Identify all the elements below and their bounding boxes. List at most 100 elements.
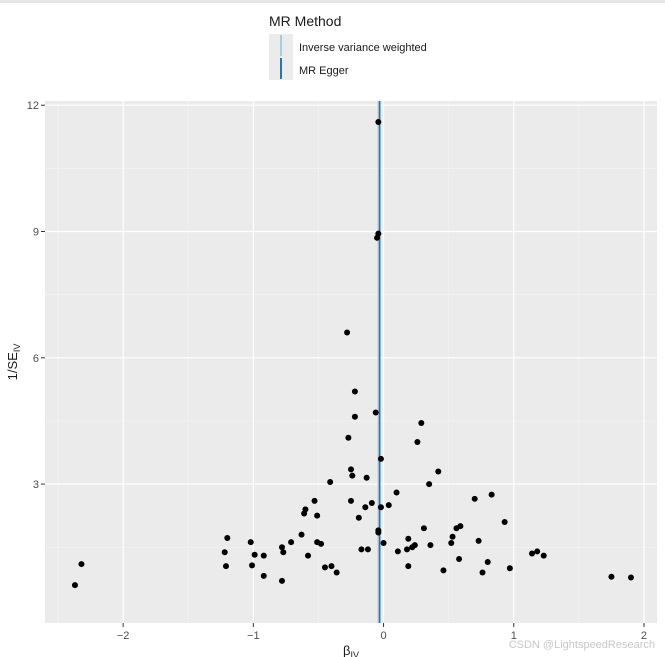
legend-label-ivw: Inverse variance weighted xyxy=(299,42,427,54)
data-point xyxy=(348,497,354,504)
y-axis-title-main: 1/SE xyxy=(5,352,20,381)
y-tick-label: 12 xyxy=(27,100,39,112)
data-point xyxy=(377,504,384,511)
data-point xyxy=(314,512,321,519)
legend-label-egger: MR Egger xyxy=(299,65,349,77)
data-point xyxy=(349,472,356,479)
x-tick-label: −2 xyxy=(117,630,130,642)
data-point xyxy=(377,455,384,462)
data-point xyxy=(280,549,287,556)
data-point xyxy=(608,573,615,580)
data-point xyxy=(374,234,381,241)
data-point xyxy=(403,546,410,553)
data-point xyxy=(448,540,455,547)
data-point xyxy=(260,572,267,579)
data-point xyxy=(426,481,433,488)
data-point xyxy=(449,533,456,540)
data-point xyxy=(348,466,354,473)
data-points xyxy=(71,119,634,589)
data-point xyxy=(420,525,427,532)
data-point xyxy=(375,529,382,536)
data-point xyxy=(385,502,392,509)
y-axis-ticks: 3 6 9 12 xyxy=(27,100,45,491)
legend-title: MR Method xyxy=(269,13,341,29)
data-point xyxy=(311,497,318,504)
x-tick-label: 1 xyxy=(511,630,517,642)
data-point xyxy=(251,551,258,558)
y-axis-title-sub: IV xyxy=(12,344,22,353)
x-axis-title: βIV xyxy=(343,643,359,657)
data-point xyxy=(393,489,400,496)
data-point xyxy=(380,540,387,547)
data-point xyxy=(355,514,362,521)
data-point xyxy=(247,539,254,546)
top-divider xyxy=(0,0,665,3)
y-tick-label: 6 xyxy=(33,353,39,365)
data-point xyxy=(414,438,421,445)
data-point xyxy=(298,531,305,538)
data-point xyxy=(305,552,312,559)
grid-lines xyxy=(45,101,657,623)
data-point xyxy=(302,506,309,513)
data-point xyxy=(345,434,352,441)
data-point xyxy=(364,546,371,553)
data-point xyxy=(440,567,447,574)
data-point xyxy=(501,518,508,525)
data-point xyxy=(78,561,85,568)
data-point xyxy=(328,563,335,570)
data-point xyxy=(394,548,401,555)
data-point xyxy=(327,478,334,485)
data-point xyxy=(71,582,78,589)
data-point xyxy=(427,542,434,549)
data-point xyxy=(405,535,412,542)
data-point xyxy=(362,504,369,511)
data-point xyxy=(457,523,464,530)
legend: MR Method Inverse variance weighted MR E… xyxy=(269,13,427,80)
data-point xyxy=(351,413,358,420)
data-point xyxy=(456,556,463,563)
data-point xyxy=(375,119,382,126)
data-point xyxy=(278,544,285,551)
x-tick-label: 2 xyxy=(641,630,647,642)
y-axis-title: 1/SEIV xyxy=(5,344,22,381)
data-point xyxy=(488,491,495,498)
data-point xyxy=(344,329,351,336)
x-axis-title-main: β xyxy=(343,643,350,657)
data-point xyxy=(405,563,412,570)
method-lines xyxy=(377,101,381,623)
x-tick-label: −1 xyxy=(247,630,260,642)
data-point xyxy=(479,569,486,576)
watermark: CSDN @LightspeedResearch xyxy=(509,639,655,651)
data-point xyxy=(333,569,340,576)
data-point xyxy=(288,539,295,546)
y-tick-label: 9 xyxy=(33,227,39,239)
data-point xyxy=(222,563,229,570)
data-point xyxy=(358,546,365,553)
data-point xyxy=(528,550,535,557)
y-tick-label: 3 xyxy=(33,479,39,491)
data-point xyxy=(418,420,425,427)
data-point xyxy=(411,542,418,549)
data-point xyxy=(627,574,634,581)
data-point xyxy=(372,409,379,416)
data-point xyxy=(249,562,256,569)
x-tick-label: 0 xyxy=(380,630,386,642)
data-point xyxy=(260,552,267,559)
data-point xyxy=(475,537,482,544)
plot-panel xyxy=(45,101,657,623)
data-point xyxy=(506,565,513,572)
data-point xyxy=(368,500,375,507)
data-point xyxy=(221,549,228,556)
x-axis-title-sub: IV xyxy=(350,650,359,657)
data-point xyxy=(278,577,285,584)
data-point xyxy=(363,474,370,481)
data-point xyxy=(318,540,325,547)
data-point xyxy=(540,552,547,559)
data-point xyxy=(471,495,478,502)
data-point xyxy=(321,564,328,571)
data-point xyxy=(534,548,541,555)
data-point xyxy=(484,558,491,565)
data-point xyxy=(224,534,231,541)
data-point xyxy=(351,388,358,395)
